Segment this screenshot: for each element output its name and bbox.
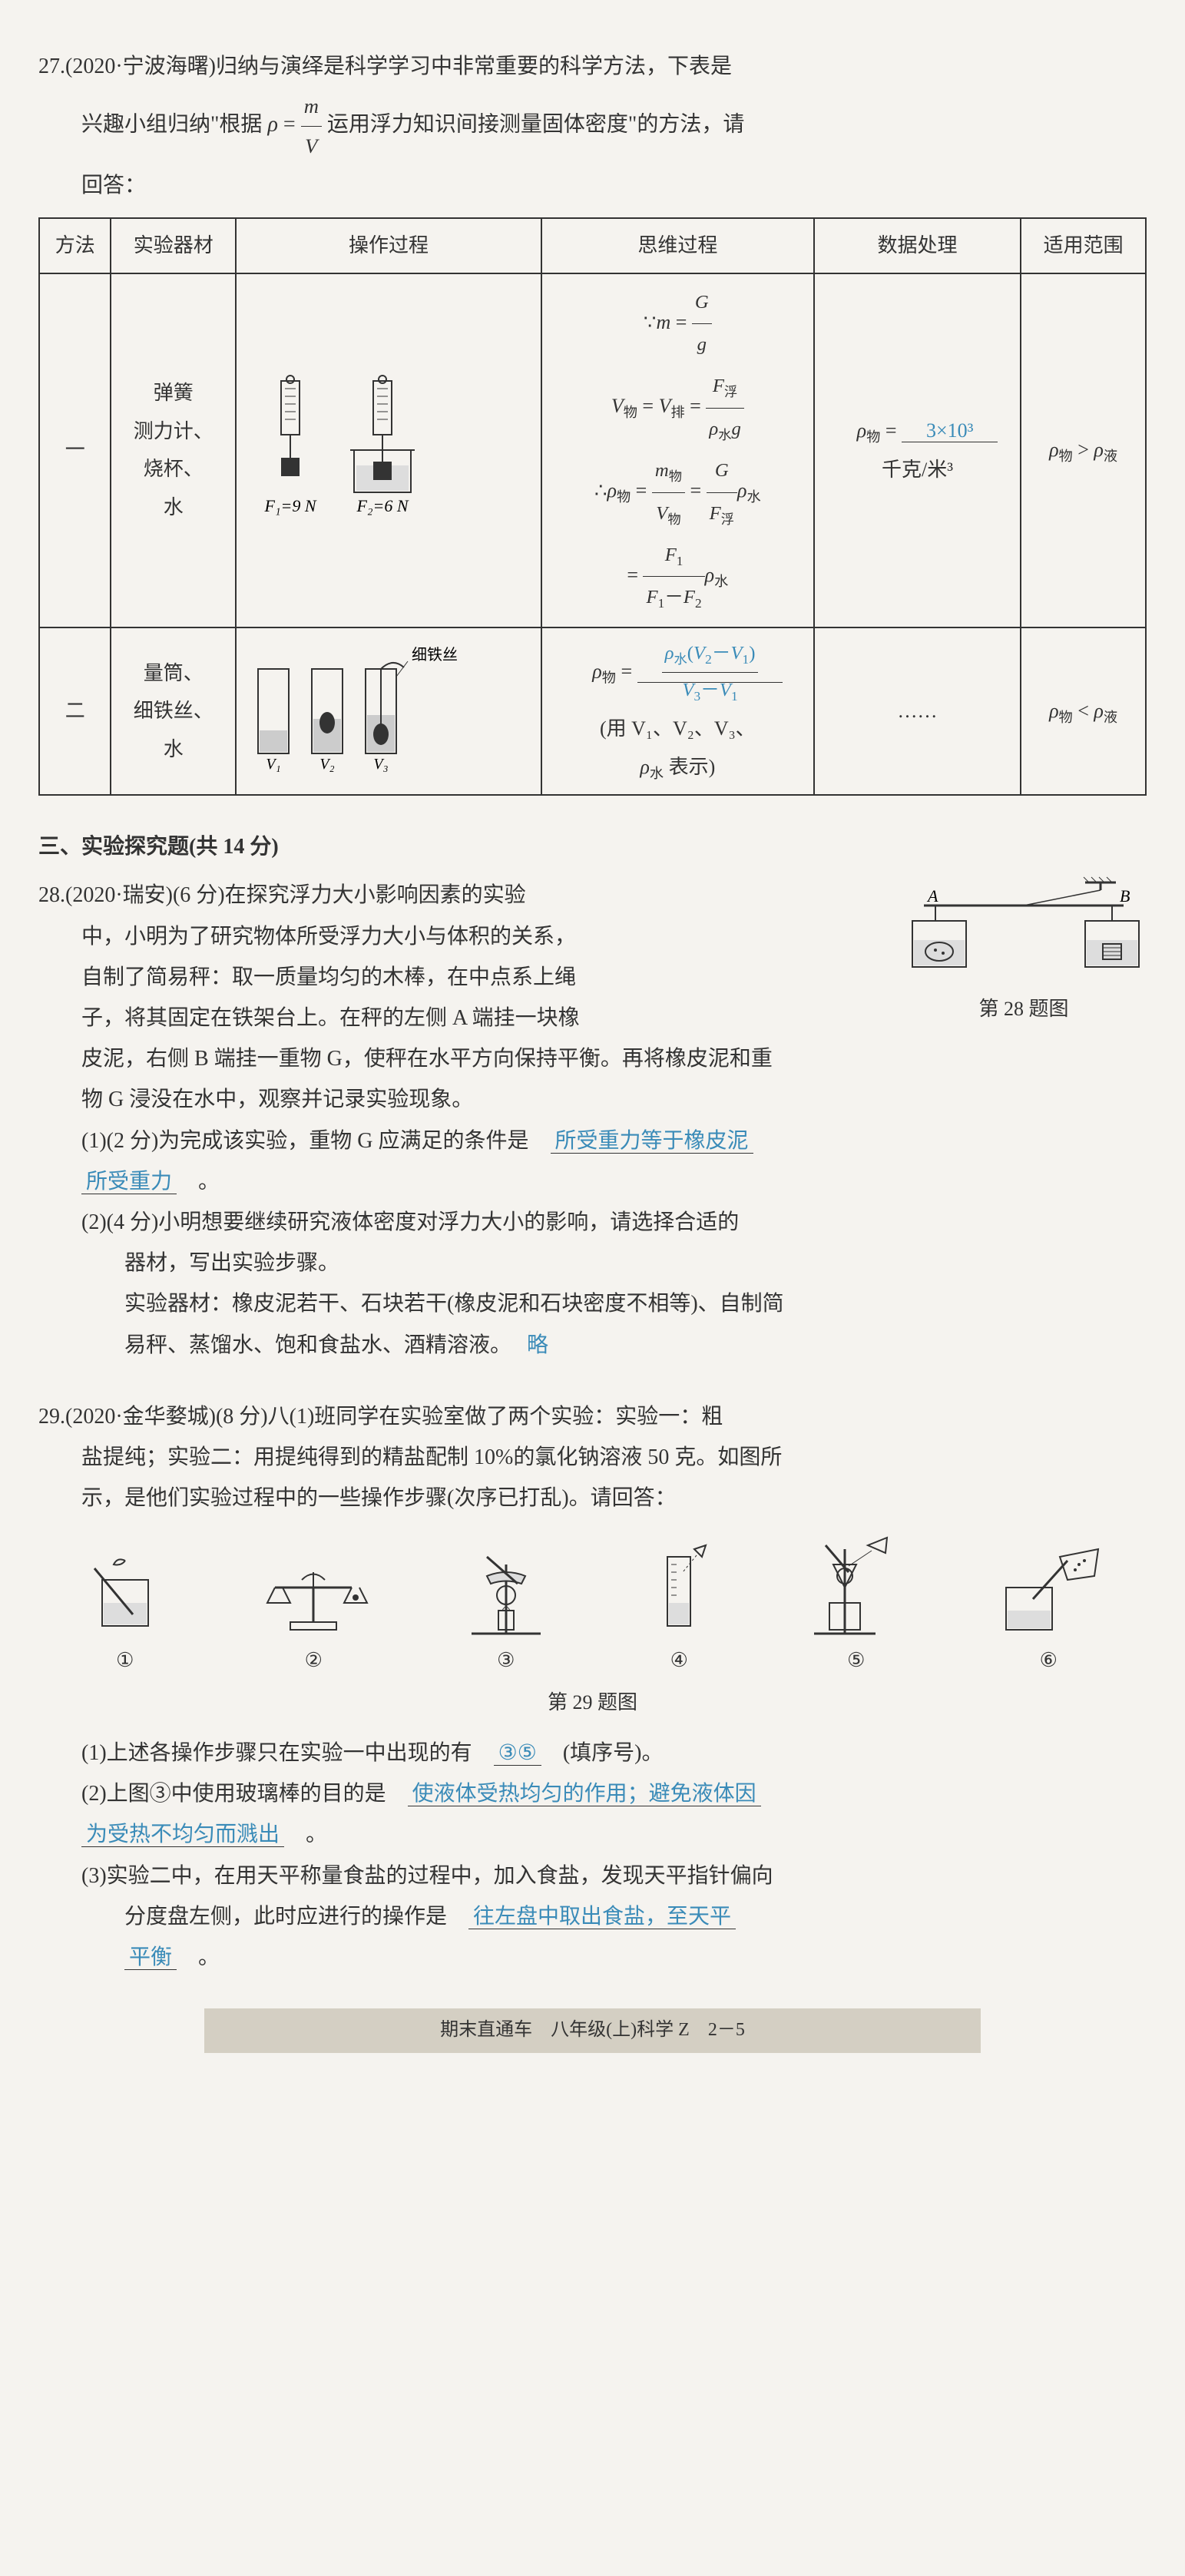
svg-text:F₁=9 N: F₁=9 N <box>264 496 317 515</box>
q29-part1: (1)上述各操作步骤只在实验一中出现的有 ③⑤ (填序号)。 <box>38 1733 1147 1773</box>
balance-diagram: A B <box>901 875 1147 990</box>
fig-num-3: ③ <box>456 1641 556 1679</box>
fig-num-6: ⑥ <box>991 1641 1106 1679</box>
q27-table: 方法 实验器材 操作过程 思维过程 数据处理 适用范围 一 弹簧测力计、烧杯、水 <box>38 217 1147 796</box>
th-operation: 操作过程 <box>236 218 541 273</box>
question-29: 29.(2020·金华婺城)(8 分)八(1)班同学在实验室做了两个实验：实验一… <box>38 1396 1147 1978</box>
fig-num-2: ② <box>252 1641 375 1679</box>
q28-fig-caption: 第 28 题图 <box>901 990 1147 1028</box>
q28-part1: (1)(2 分)为完成该实验，重物 G 应满足的条件是 所受重力等于橡皮泥 所受… <box>38 1121 1147 1202</box>
cell-op-1: F₁=9 N F₂=6 N <box>236 273 541 627</box>
question-27: 27.(2020·宁波海曙)归纳与演绎是科学学习中非常重要的科学方法，下表是 兴… <box>38 46 1147 796</box>
fig-2: ② <box>252 1549 375 1679</box>
fig-5: ⑤ <box>803 1534 910 1679</box>
q28-ans1: 所受重力等于橡皮泥 <box>551 1129 753 1154</box>
q27-text: 27.(2020·宁波海曙)归纳与演绎是科学学习中非常重要的科学方法，下表是 兴… <box>38 46 1147 206</box>
q28-figure: A B 第 28 题图 <box>901 875 1147 1028</box>
svg-text:A: A <box>926 886 938 906</box>
q29-ans1: ③⑤ <box>494 1741 541 1766</box>
q29-fig-caption: 第 29 题图 <box>38 1684 1147 1721</box>
svg-text:V₁: V₁ <box>266 756 281 773</box>
cell-data-2: …… <box>814 627 1021 796</box>
fig-3: ③ <box>456 1541 556 1679</box>
cell-data-1-unit: 千克/米³ <box>882 459 953 481</box>
q29-ans3b: 平衡 <box>124 1945 177 1970</box>
cell-think-2: ρ物 = ρ水(V2－V1)V3－V1 (用 V₁、V₂、V₃、ρ水 表示) <box>541 627 814 796</box>
q28-part2: (2)(4 分)小明想要继续研究液体密度对浮力大小的影响，请选择合适的 器材，写… <box>38 1202 1147 1366</box>
th-data: 数据处理 <box>814 218 1021 273</box>
svg-text:F₂=6 N: F₂=6 N <box>356 496 409 515</box>
fig-num-4: ④ <box>637 1641 721 1679</box>
cell-equip-2: 量筒、细铁丝、水 <box>111 627 236 796</box>
q29-source: (2020·金华婺城)(8 分) <box>65 1405 268 1429</box>
q28-ans1b: 所受重力 <box>81 1170 177 1194</box>
th-method: 方法 <box>39 218 111 273</box>
svg-text:V₂: V₂ <box>320 756 335 773</box>
cell-op-2: 细铁丝 V₁ V₂ V₃ <box>236 627 541 796</box>
q27-ans1: 3×10³ <box>902 419 998 442</box>
q29-ans2: 使液体受热均匀的作用；避免液体因 <box>408 1782 761 1806</box>
cell-method-1: 一 <box>39 273 111 627</box>
spring-scale-diagram: F₁=9 N F₂=6 N <box>243 373 442 527</box>
svg-text:细铁丝: 细铁丝 <box>412 646 458 664</box>
fig-6: ⑥ <box>991 1541 1106 1679</box>
th-range: 适用范围 <box>1021 218 1146 273</box>
fig-num-5: ⑤ <box>803 1641 910 1679</box>
cell-equip-1: 弹簧测力计、烧杯、水 <box>111 273 236 627</box>
q29-part3: (3)实验二中，在用天平称量食盐的过程中，加入食盐，发现天平指针偏向 分度盘左侧… <box>38 1856 1147 1978</box>
th-thinking: 思维过程 <box>541 218 814 273</box>
page-footer: 期末直通车 八年级(上)科学 Z 2－5 <box>204 2008 980 2053</box>
cell-range-2: ρ物 < ρ液 <box>1021 627 1146 796</box>
table-row-1: 一 弹簧测力计、烧杯、水 <box>39 273 1146 627</box>
cell-range-1: ρ物 > ρ液 <box>1021 273 1146 627</box>
cell-method-2: 二 <box>39 627 111 796</box>
fig-num-1: ① <box>79 1641 171 1679</box>
q29-figures: ① ② <box>38 1534 1147 1679</box>
section-3-heading: 三、实验探究题(共 14 分) <box>38 826 1147 867</box>
question-28: A B 第 28 题图 28.(2020·瑞安)(6 分)在探究浮力大小影响因素… <box>38 875 1147 1365</box>
q28-source: (2020·瑞安)(6 分) <box>65 883 225 907</box>
q28-number: 28. <box>38 883 65 907</box>
q29-ans3: 往左盘中取出食盐，至天平 <box>468 1905 736 1929</box>
q29-number: 29. <box>38 1405 65 1429</box>
svg-text:B: B <box>1120 886 1130 906</box>
q27-source: (2020·宁波海曙) <box>65 55 216 78</box>
svg-text:V₃: V₃ <box>374 756 389 773</box>
cylinder-diagram: 细铁丝 V₁ V₂ V₃ <box>243 646 458 776</box>
table-header-row: 方法 实验器材 操作过程 思维过程 数据处理 适用范围 <box>39 218 1146 273</box>
fig-1: ① <box>79 1549 171 1679</box>
q27-number: 27. <box>38 55 65 78</box>
q27-ans2: ρ水(V2－V1)V3－V1 <box>637 660 783 683</box>
q28-ans2: 略 <box>522 1333 553 1357</box>
table-row-2: 二 量筒、细铁丝、水 细铁丝 V₁ V₂ <box>39 627 1146 796</box>
q29-part2: (2)上图③中使用玻璃棒的目的是 使液体受热均匀的作用；避免液体因 为受热不均匀… <box>38 1773 1147 1855</box>
th-equip: 实验器材 <box>111 218 236 273</box>
q29-body: 29.(2020·金华婺城)(8 分)八(1)班同学在实验室做了两个实验：实验一… <box>38 1396 1147 1519</box>
q29-ans2b: 为受热不均匀而溅出 <box>81 1823 284 1847</box>
cell-data-1: ρ物 = 3×10³ 千克/米³ <box>814 273 1021 627</box>
fig-4: ④ <box>637 1541 721 1679</box>
cell-think-1: ∵m = Gg V物 = V排 = F浮ρ水g ∴ρ物 = m物V物 = GF浮… <box>541 273 814 627</box>
